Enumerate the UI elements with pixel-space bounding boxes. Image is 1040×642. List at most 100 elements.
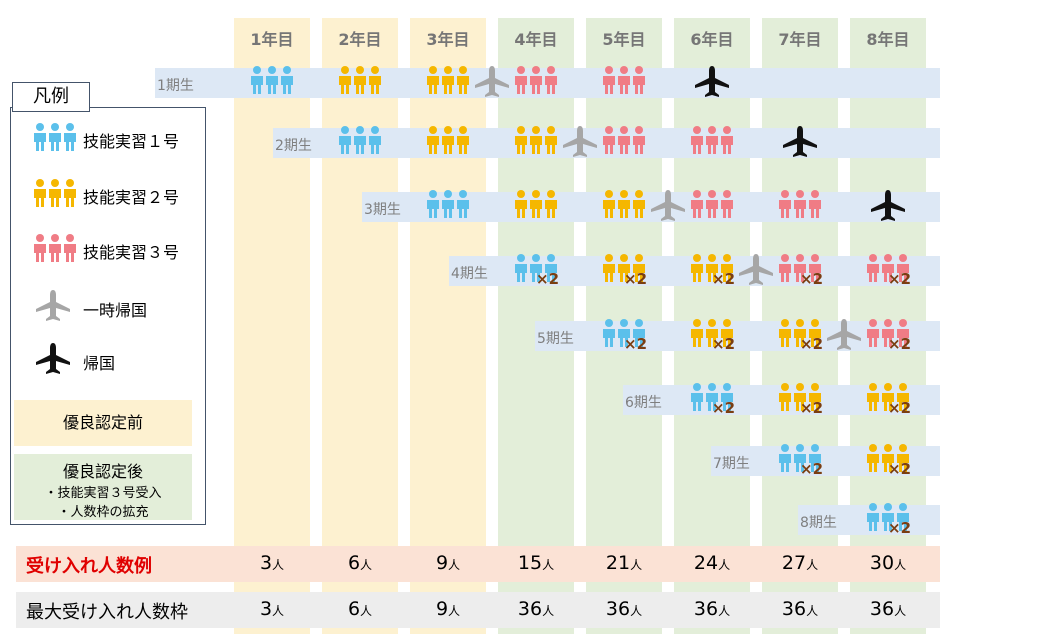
temporary-return-plane-icon xyxy=(560,124,600,158)
trainee-group-icon xyxy=(514,253,558,283)
times-two-badge: ×2 xyxy=(888,399,912,417)
times-two-badge: ×2 xyxy=(888,519,912,537)
trainee-group-icon xyxy=(338,65,382,95)
trainee-group-icon xyxy=(338,125,382,155)
example-count-row xyxy=(16,546,940,582)
times-two-badge: ×2 xyxy=(712,270,736,288)
trainee-group-icon xyxy=(514,125,558,155)
times-two-badge: ×2 xyxy=(800,399,824,417)
year-header: 8年目 xyxy=(866,30,910,49)
example-count-label: 受け入れ人数例 xyxy=(26,556,152,577)
legend-t3-label: 技能実習３号 xyxy=(83,243,180,262)
legend-t1-label: 技能実習１号 xyxy=(83,132,180,151)
year-header: 1年目 xyxy=(250,30,294,49)
trainee-group-icon xyxy=(778,382,822,412)
max-count-cell: 6人 xyxy=(347,598,373,620)
cohort-label: 6期生 xyxy=(625,395,662,411)
temporary-return-plane-icon xyxy=(472,64,512,98)
year-header: 7年目 xyxy=(778,30,822,49)
example-count-cell: 3人 xyxy=(259,552,285,574)
cohort-label: 2期生 xyxy=(275,138,312,154)
max-count-cell: 36人 xyxy=(693,598,731,620)
trainee-group-icon xyxy=(602,125,646,155)
trainee-group-icon xyxy=(690,318,734,348)
trainee-group-icon xyxy=(250,65,294,95)
example-count-cell: 9人 xyxy=(435,552,461,574)
legend-t2-label: 技能実習２号 xyxy=(83,188,180,207)
trainee-group-icon xyxy=(602,65,646,95)
return-plane-icon xyxy=(868,188,908,222)
trainee-group-icon xyxy=(690,125,734,155)
max-count-cell: 36人 xyxy=(605,598,643,620)
times-two-badge: ×2 xyxy=(888,270,912,288)
example-count-cell: 27人 xyxy=(781,552,819,574)
example-count-cell: 15人 xyxy=(517,552,555,574)
trainee-group-icon xyxy=(426,65,470,95)
trainee-group-icon xyxy=(778,443,822,473)
trainee-group-icon xyxy=(426,125,470,155)
cohort-label: 8期生 xyxy=(800,515,837,531)
max-count-cell: 3人 xyxy=(259,598,285,620)
trainee-group-icon xyxy=(602,318,646,348)
max-count-cell: 36人 xyxy=(781,598,819,620)
year-header: 2年目 xyxy=(338,30,382,49)
legend-after-swatch: 優良認定後 ・技能実習３号受入 ・人数枠の拡充 xyxy=(14,454,192,520)
times-two-badge: ×2 xyxy=(888,460,912,478)
cohort-label: 1期生 xyxy=(157,78,194,94)
times-two-badge: ×2 xyxy=(712,399,736,417)
legend-box: 技能実習１号 技能実習２号 技能実習３号 一時帰国 帰国 優良認定前 優良認定後… xyxy=(10,107,206,525)
max-count-label: 最大受け入れ人数枠 xyxy=(26,602,188,623)
max-count-cell: 36人 xyxy=(869,598,907,620)
times-two-badge: ×2 xyxy=(624,335,648,353)
trainee-group-icon xyxy=(778,189,822,219)
trainee-group-icon xyxy=(778,253,822,283)
year-header: 3年目 xyxy=(426,30,470,49)
max-count-row xyxy=(16,592,940,628)
return-plane-icon xyxy=(780,124,820,158)
times-two-badge: ×2 xyxy=(800,335,824,353)
cohort-label: 3期生 xyxy=(364,202,401,218)
trainee-group-icon xyxy=(602,189,646,219)
trainee-group-icon xyxy=(866,253,910,283)
legend-black-plane-icon xyxy=(33,341,73,379)
trainee-group-icon xyxy=(602,253,646,283)
example-count-cell: 21人 xyxy=(605,552,643,574)
temporary-return-plane-icon xyxy=(824,317,864,351)
trainee-group-icon xyxy=(426,189,470,219)
trainee-group-icon xyxy=(778,318,822,348)
times-two-badge: ×2 xyxy=(800,460,824,478)
year-column-bg xyxy=(322,18,398,634)
legend-before-swatch: 優良認定前 xyxy=(14,400,192,446)
legend-after-line1: ・技能実習３号受入 xyxy=(44,486,162,501)
year-column-bg xyxy=(234,18,310,634)
year-header: 4年目 xyxy=(514,30,558,49)
trainee-group-icon xyxy=(514,189,558,219)
year-header: 5年目 xyxy=(602,30,646,49)
return-plane-icon xyxy=(692,64,732,98)
trainee-group-icon xyxy=(690,189,734,219)
cohort-label: 7期生 xyxy=(713,456,750,472)
times-two-badge: ×2 xyxy=(624,270,648,288)
legend-t2-icon xyxy=(33,178,77,212)
cohort-label: 5期生 xyxy=(537,331,574,347)
legend-after-line2: ・人数枠の拡充 xyxy=(57,505,149,520)
times-two-badge: ×2 xyxy=(536,270,560,288)
legend-t1-icon xyxy=(33,122,77,156)
trainee-group-icon xyxy=(866,502,910,532)
times-two-badge: ×2 xyxy=(800,270,824,288)
cohort-label: 4期生 xyxy=(451,266,488,282)
legend-before-label: 優良認定前 xyxy=(62,413,143,432)
temporary-return-plane-icon xyxy=(648,188,688,222)
max-count-cell: 36人 xyxy=(517,598,555,620)
trainee-group-icon xyxy=(514,65,558,95)
year-header: 6年目 xyxy=(690,30,734,49)
times-two-badge: ×2 xyxy=(888,335,912,353)
times-two-badge: ×2 xyxy=(712,335,736,353)
example-count-cell: 30人 xyxy=(869,552,907,574)
trainee-group-icon xyxy=(690,253,734,283)
legend-title: 凡例 xyxy=(12,82,90,112)
legend-t3-icon xyxy=(33,233,77,267)
year-column-bg xyxy=(410,18,486,634)
legend-grey-plane-icon xyxy=(33,288,73,326)
legend-temp-return-label: 一時帰国 xyxy=(83,301,148,320)
